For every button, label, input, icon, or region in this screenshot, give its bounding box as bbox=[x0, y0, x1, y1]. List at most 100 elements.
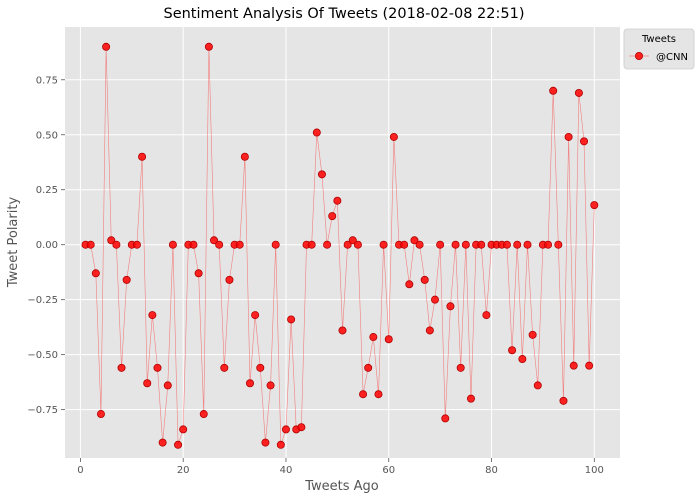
data-point bbox=[163, 381, 172, 390]
data-point bbox=[323, 240, 332, 249]
data-point bbox=[430, 295, 439, 304]
data-point bbox=[240, 152, 249, 161]
y-tick-label: −0.75 bbox=[27, 405, 58, 416]
data-point bbox=[107, 236, 116, 245]
data-point bbox=[461, 240, 470, 249]
data-points bbox=[81, 42, 599, 449]
data-point bbox=[122, 275, 131, 284]
data-point bbox=[353, 240, 362, 249]
data-point bbox=[215, 240, 224, 249]
data-point bbox=[312, 128, 321, 137]
data-point bbox=[328, 212, 337, 221]
series-line bbox=[85, 46, 595, 445]
x-axis-label: Tweets Ago bbox=[304, 479, 379, 494]
data-point bbox=[369, 333, 378, 342]
data-point bbox=[348, 236, 357, 245]
data-point bbox=[544, 240, 553, 249]
data-point bbox=[158, 438, 167, 447]
data-point bbox=[174, 440, 183, 449]
chart-title: Sentiment Analysis Of Tweets (2018-02-08… bbox=[163, 6, 524, 22]
x-axis-ticks: 0 20 40 60 80 100 bbox=[77, 458, 604, 476]
data-point bbox=[502, 240, 511, 249]
data-point bbox=[585, 361, 594, 370]
data-point bbox=[297, 423, 306, 432]
data-point bbox=[559, 396, 568, 405]
data-point bbox=[112, 240, 121, 249]
data-point bbox=[102, 42, 111, 51]
data-point bbox=[441, 414, 450, 423]
x-tick-label: 80 bbox=[485, 465, 498, 476]
data-point bbox=[343, 240, 352, 249]
data-point bbox=[523, 240, 532, 249]
x-tick-label: 20 bbox=[177, 465, 190, 476]
y-tick-label: 0.75 bbox=[36, 75, 58, 86]
legend-point-marker bbox=[635, 52, 644, 61]
data-point bbox=[482, 311, 491, 320]
x-tick-label: 60 bbox=[382, 465, 395, 476]
x-tick-label: 100 bbox=[585, 465, 604, 476]
data-point bbox=[96, 410, 105, 419]
data-point bbox=[210, 236, 219, 245]
data-point bbox=[420, 275, 429, 284]
y-tick-label: −0.50 bbox=[27, 350, 58, 361]
data-point bbox=[153, 363, 162, 372]
data-point bbox=[466, 394, 475, 403]
data-point bbox=[143, 379, 152, 388]
data-point bbox=[569, 361, 578, 370]
data-point bbox=[379, 240, 388, 249]
data-point bbox=[451, 240, 460, 249]
data-point bbox=[235, 240, 244, 249]
data-point bbox=[456, 363, 465, 372]
data-point bbox=[179, 425, 188, 434]
data-point bbox=[554, 240, 563, 249]
data-point bbox=[374, 390, 383, 399]
data-point bbox=[549, 86, 558, 95]
data-point bbox=[364, 363, 373, 372]
data-point bbox=[91, 269, 100, 278]
data-point bbox=[117, 363, 126, 372]
data-point bbox=[415, 240, 424, 249]
data-point bbox=[518, 355, 527, 364]
series-line-cnn bbox=[85, 46, 595, 445]
data-point bbox=[220, 363, 229, 372]
data-point bbox=[86, 240, 95, 249]
data-point bbox=[271, 240, 280, 249]
data-point bbox=[574, 88, 583, 97]
y-tick-label: −0.25 bbox=[27, 295, 58, 306]
data-point bbox=[199, 410, 208, 419]
data-point bbox=[564, 132, 573, 141]
data-point bbox=[266, 381, 275, 390]
data-point bbox=[333, 196, 342, 205]
data-point bbox=[400, 240, 409, 249]
data-point bbox=[533, 381, 542, 390]
data-point bbox=[194, 269, 203, 278]
data-point bbox=[307, 240, 316, 249]
data-point bbox=[138, 152, 147, 161]
data-point bbox=[168, 240, 177, 249]
data-point bbox=[513, 240, 522, 249]
x-tick-label: 40 bbox=[280, 465, 293, 476]
legend-entry-cnn: @CNN bbox=[656, 52, 688, 63]
plot-area bbox=[65, 27, 620, 458]
data-point bbox=[338, 326, 347, 335]
data-point bbox=[359, 390, 368, 399]
data-point bbox=[410, 236, 419, 245]
y-axis-label: Tweet Polarity bbox=[6, 197, 21, 289]
data-point bbox=[261, 438, 270, 447]
data-point bbox=[245, 379, 254, 388]
data-point bbox=[425, 326, 434, 335]
data-point bbox=[287, 315, 296, 324]
data-point bbox=[436, 240, 445, 249]
data-point bbox=[225, 275, 234, 284]
legend: Tweets @CNN bbox=[623, 28, 695, 70]
data-point bbox=[580, 137, 589, 146]
data-point bbox=[276, 440, 285, 449]
data-point bbox=[477, 240, 486, 249]
data-point bbox=[132, 240, 141, 249]
data-point bbox=[204, 42, 213, 51]
data-point bbox=[389, 132, 398, 141]
legend-title: Tweets bbox=[641, 34, 676, 45]
data-point bbox=[384, 335, 393, 344]
data-point bbox=[148, 311, 157, 320]
